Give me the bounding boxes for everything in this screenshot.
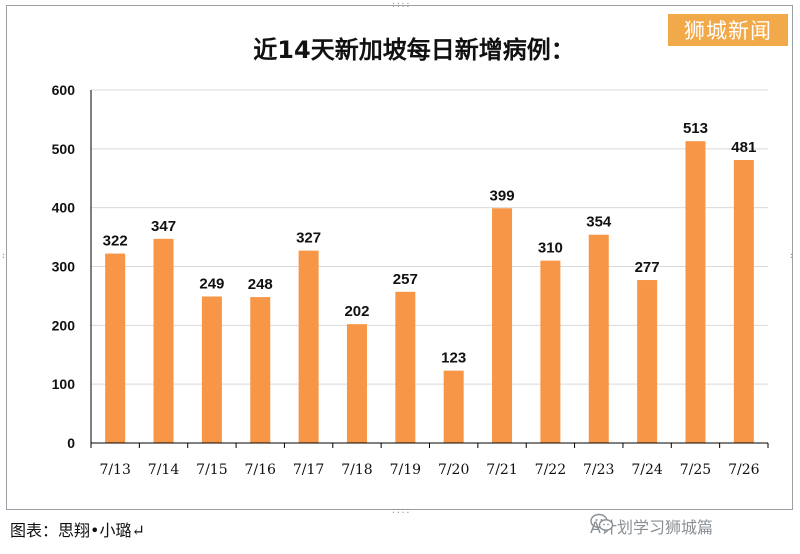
x-tick-label: 7/22: [535, 462, 566, 478]
bar: [250, 297, 271, 443]
x-tick-label: 7/15: [196, 462, 227, 478]
bar: [153, 238, 174, 443]
x-tick-label: 7/21: [486, 462, 517, 478]
bars: [105, 141, 754, 444]
bar: [685, 141, 706, 443]
chart-title: 近14天新加坡每日新增病例：: [253, 36, 574, 64]
x-axis-tick-labels: 7/13 7/14 7/15 7/16 7/17 7/18 7/19 7/20 7/21 7/22…: [90, 443, 769, 478]
y-tick-label: 200: [52, 317, 76, 333]
wechat-account-name: A计划学习狮城篇: [590, 518, 713, 537]
data-label: 249: [199, 276, 224, 293]
wechat-icon: [590, 513, 614, 531]
x-tick-label: 7/25: [680, 462, 711, 478]
data-label: 257: [393, 271, 418, 288]
bar: [395, 291, 416, 443]
x-tick-label: 7/17: [293, 462, 324, 478]
watermark-logo: 狮城新闻: [668, 14, 788, 46]
resize-handle-right[interactable]: :: [789, 251, 794, 260]
data-label: 248: [248, 276, 273, 293]
y-axis-tick-labels: 0 100 200 300 400 500 600: [52, 82, 76, 451]
y-tick-label: 600: [52, 82, 76, 98]
data-label: 399: [490, 187, 515, 204]
x-tick-label: 7/14: [148, 462, 180, 478]
bar: [298, 250, 319, 443]
data-label: 347: [151, 218, 176, 235]
bar: [443, 370, 464, 443]
bar: [201, 296, 222, 443]
data-label: 322: [103, 233, 128, 250]
bar: [540, 260, 561, 443]
data-label: 310: [538, 240, 563, 257]
gridlines: [91, 89, 768, 385]
wechat-source: A计划学习狮城篇: [590, 513, 713, 539]
data-label: 354: [586, 214, 612, 231]
data-labels: 322 347 249 248 327 202 257 123 399 310 354 277 513 4…: [103, 120, 757, 366]
bar: [105, 253, 126, 443]
y-tick-label: 100: [52, 376, 76, 392]
x-tick-label: 7/18: [341, 462, 372, 478]
y-tick-label: 400: [52, 200, 76, 216]
x-tick-label: 7/23: [583, 462, 614, 478]
x-tick-label: 7/24: [631, 462, 663, 478]
data-label: 202: [344, 303, 369, 320]
data-label: 327: [296, 230, 321, 247]
x-tick-label: 7/19: [390, 462, 421, 478]
data-label: 123: [441, 350, 466, 367]
data-label: 277: [635, 259, 660, 276]
data-label: 513: [683, 120, 708, 137]
bar: [733, 160, 754, 444]
x-tick-label: 7/20: [438, 462, 469, 478]
bar: [346, 324, 367, 443]
y-tick-label: 500: [52, 141, 76, 157]
bar: [492, 208, 513, 443]
data-label: 481: [731, 139, 756, 156]
x-tick-label: 7/13: [99, 462, 130, 478]
x-tick-label: 7/16: [245, 462, 277, 478]
bar: [637, 280, 658, 443]
resize-handle-bottom[interactable]: ::::: [391, 506, 411, 515]
x-tick-label: 7/26: [728, 462, 760, 478]
resize-handle-left[interactable]: :: [1, 251, 6, 260]
resize-handle-top[interactable]: ::::: [391, 0, 411, 9]
chart-credit: 图表：思翔•小璐↵: [10, 521, 145, 540]
y-tick-label: 300: [52, 259, 76, 275]
y-tick-label: 0: [67, 435, 75, 451]
bar: [588, 234, 609, 443]
